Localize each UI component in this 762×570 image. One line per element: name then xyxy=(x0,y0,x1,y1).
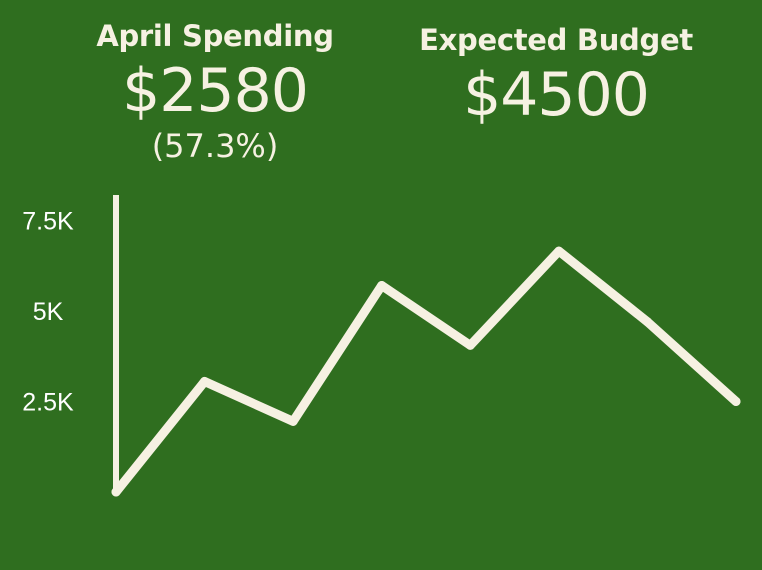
data-point xyxy=(200,377,210,387)
april-spending-label: April Spending xyxy=(96,19,334,53)
data-point xyxy=(642,317,652,327)
april-spending-percent: (57.3%) xyxy=(151,127,279,165)
data-point xyxy=(111,487,121,497)
april-spending-stat: April Spending $2580 (57.3%) xyxy=(94,16,336,166)
expected-budget-value: $4500 xyxy=(463,60,650,130)
expected-budget-label: Expected Budget xyxy=(419,23,693,57)
data-point xyxy=(554,246,564,256)
y-tick-label: 5K xyxy=(33,298,64,326)
data-point xyxy=(377,281,387,291)
y-tick-label: 7.5K xyxy=(22,207,74,235)
y-tick-label: 2.5K xyxy=(22,388,74,416)
data-point xyxy=(288,416,298,426)
data-point xyxy=(465,340,475,350)
april-spending-value: $2580 xyxy=(122,56,309,126)
series-line xyxy=(111,246,741,497)
data-point xyxy=(731,396,741,406)
expected-budget-stat: Expected Budget $4500 xyxy=(418,20,694,130)
